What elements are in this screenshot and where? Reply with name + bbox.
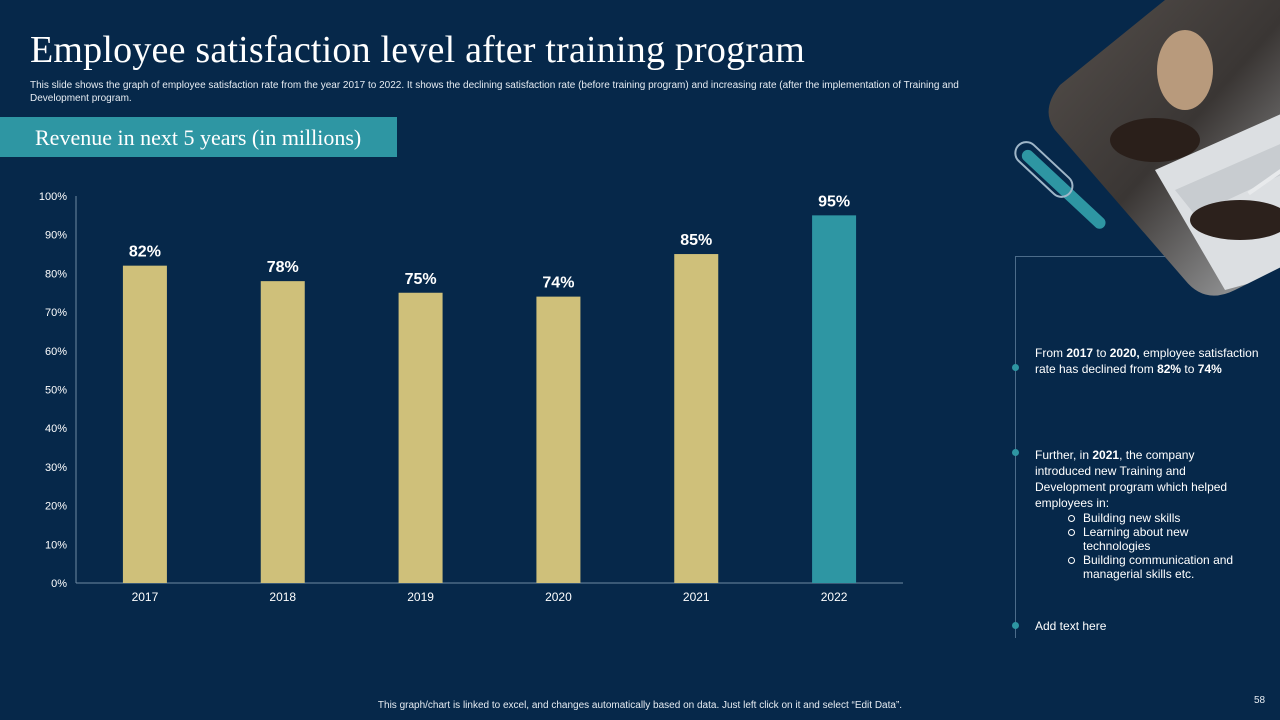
timeline-connector: [1015, 256, 1165, 257]
y-tick-label: 0%: [51, 578, 67, 590]
slide-title: Employee satisfaction level after traini…: [30, 29, 805, 71]
timeline-dot: [1012, 364, 1019, 371]
note-year: 2021: [1092, 448, 1120, 462]
note-text: to: [1181, 362, 1198, 376]
note-value: 82%: [1157, 362, 1182, 376]
y-tick-label: 80%: [45, 268, 67, 280]
footer-note: This graph/chart is linked to excel, and…: [377, 700, 903, 711]
y-tick-label: 10%: [45, 539, 67, 551]
bar-2022: [812, 215, 857, 583]
data-label: 74%: [542, 275, 574, 292]
x-tick-label: 2017: [132, 590, 159, 604]
data-label: 85%: [680, 232, 712, 249]
list-item: Building communication and managerial sk…: [1068, 553, 1250, 581]
chart-banner-label: Revenue in next 5 years (in millions): [35, 125, 362, 150]
x-tick-label: 2018: [269, 590, 296, 604]
note-value: 74%: [1197, 362, 1222, 376]
bar-2021: [674, 254, 719, 584]
y-tick-label: 50%: [45, 385, 67, 397]
note-text: From: [1035, 346, 1067, 360]
list-item: Learning about new technologies: [1068, 525, 1250, 553]
y-tick-label: 90%: [45, 230, 67, 242]
note-text: Further, in: [1035, 448, 1093, 462]
bar-2019: [398, 292, 443, 583]
x-tick-label: 2019: [407, 590, 434, 604]
chart-banner: Revenue in next 5 years (in millions): [0, 117, 397, 157]
note-training: Further, in 2021, the company introduced…: [1035, 447, 1250, 581]
bar-2018: [260, 281, 305, 583]
timeline-dot: [1012, 449, 1019, 456]
benefit-list: Building new skills Learning about new t…: [1035, 511, 1250, 581]
y-tick-label: 20%: [45, 501, 67, 513]
y-tick-label: 100%: [39, 191, 67, 203]
y-tick-label: 70%: [45, 307, 67, 319]
x-tick-label: 2020: [545, 590, 572, 604]
data-label: 82%: [129, 244, 161, 261]
slide-subtitle: This slide shows the graph of employee s…: [30, 80, 959, 104]
paperclip-icon: [1014, 141, 1106, 229]
satisfaction-bar-chart: 0% 10% 20% 30% 40% 50% 60% 70% 80% 90% 100% 2017 82%…: [39, 191, 903, 604]
bar-2017: [122, 265, 167, 583]
note-text: to: [1093, 346, 1110, 360]
data-label: 78%: [267, 259, 299, 276]
timeline-line: [1015, 256, 1016, 638]
y-tick-label: 60%: [45, 346, 67, 358]
handshake-photo-image: [1048, 0, 1280, 296]
timeline-dot: [1012, 622, 1019, 629]
note-decline: From 2017 to 2020, employee satisfaction…: [1035, 345, 1265, 377]
y-tick-label: 30%: [45, 462, 67, 474]
list-item: Building new skills: [1068, 511, 1250, 525]
note-text: , the company introduced new Training an…: [1035, 448, 1228, 510]
note-year: 2020,: [1109, 346, 1140, 360]
x-tick-label: 2021: [683, 590, 710, 604]
note-text: employee satisfaction rate has declined …: [1035, 346, 1259, 376]
x-tick-label: 2022: [821, 590, 848, 604]
note-year: 2017: [1066, 346, 1094, 360]
page-number: 58: [1254, 695, 1266, 706]
note-placeholder[interactable]: Add text here: [1035, 619, 1107, 633]
data-label: 95%: [818, 193, 850, 210]
data-label: 75%: [405, 271, 437, 288]
y-tick-label: 40%: [45, 423, 67, 435]
bar-2020: [536, 296, 581, 583]
